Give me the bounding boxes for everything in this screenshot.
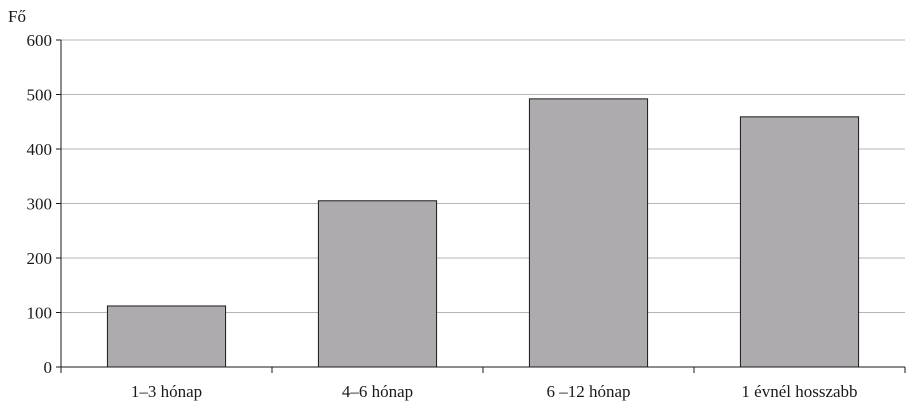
bar (739, 116, 860, 368)
y-axis-unit-label: Fő (8, 7, 26, 26)
y-tick-label: 200 (27, 249, 53, 268)
x-tick-label: 1 évnél hosszabb (741, 382, 857, 401)
y-tick-label: 400 (27, 140, 53, 159)
y-tick-label: 600 (27, 31, 53, 50)
bar (317, 200, 438, 368)
bar (106, 305, 227, 368)
y-tick-label: 0 (44, 358, 53, 377)
y-tick-label: 100 (27, 304, 53, 323)
x-tick-label: 6 –12 hónap (546, 382, 630, 401)
y-tick-label: 500 (27, 86, 53, 105)
x-tick-label: 4–6 hónap (342, 382, 413, 401)
x-tick-label: 1–3 hónap (131, 382, 202, 401)
axes (56, 39, 906, 373)
bars (106, 98, 860, 368)
x-tick-labels: 1–3 hónap 4–6 hónap 6 –12 hónap 1 évnél hos… (131, 382, 858, 401)
y-tick-label: 300 (27, 195, 53, 214)
bar (528, 98, 649, 368)
y-tick-labels: 0 100 200 300 400 500 600 (27, 31, 53, 377)
